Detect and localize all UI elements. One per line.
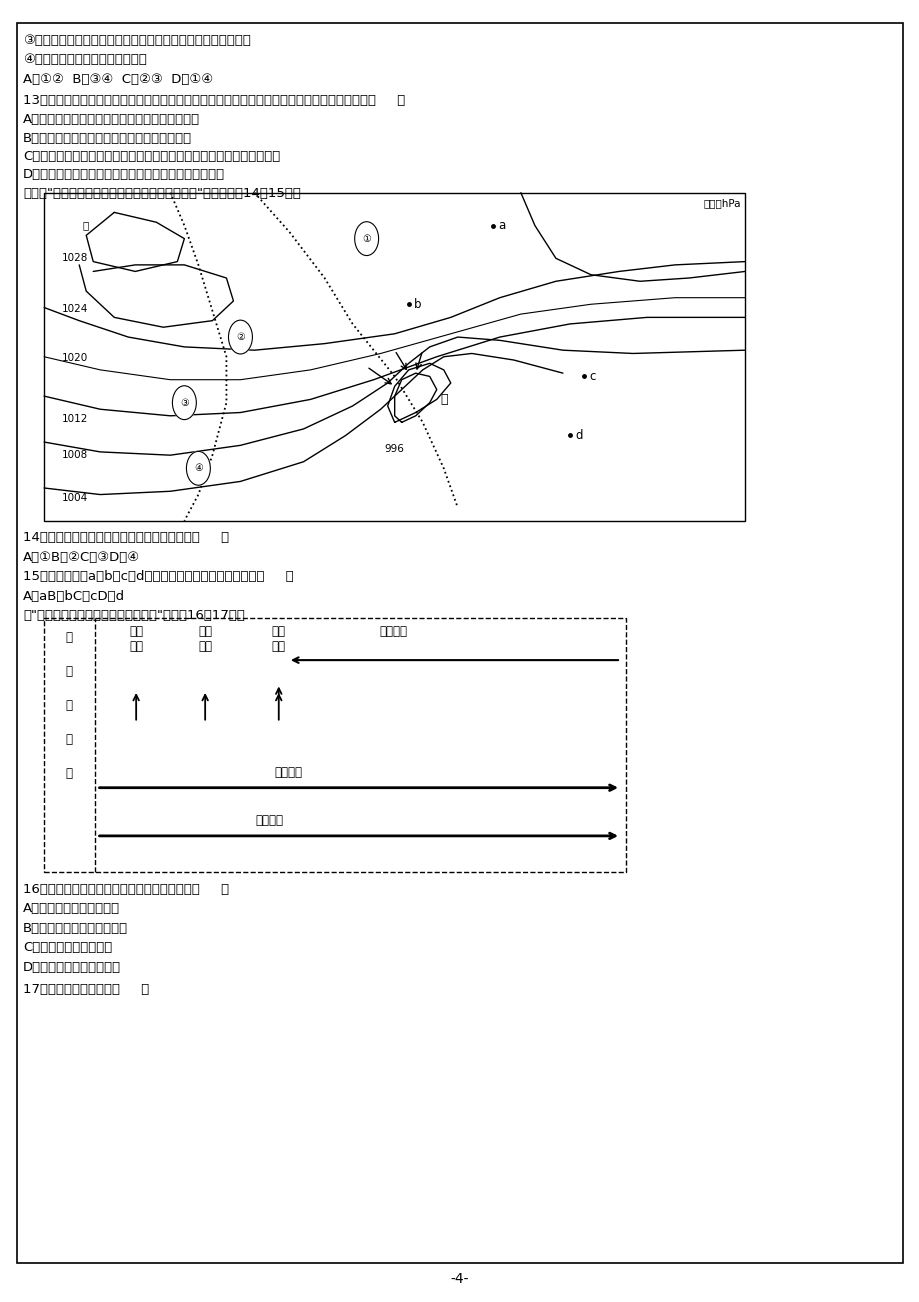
- Text: A．气温日变化及其年变化: A．气温日变化及其年变化: [23, 902, 120, 915]
- Text: 地下径流: 地下径流: [255, 814, 283, 827]
- Text: ②: ②: [236, 332, 244, 342]
- Text: 大气
降水: 大气 降水: [271, 625, 286, 654]
- Text: C．土壤类型及地形坡度: C．土壤类型及地形坡度: [23, 941, 112, 954]
- Text: 如图为"南半球某地某日海平面等压线分布示意图"，读图回答14～15题．: 如图为"南半球某地某日海平面等压线分布示意图"，读图回答14～15题．: [23, 187, 301, 201]
- Text: A．①B．②C．③D．④: A．①B．②C．③D．④: [23, 551, 140, 564]
- Text: d: d: [575, 428, 583, 441]
- Text: 1028: 1028: [62, 254, 88, 263]
- Text: A．aB．bC．cD．d: A．aB．bC．cD．d: [23, 590, 125, 603]
- Text: 1020: 1020: [62, 353, 88, 363]
- Text: 界: 界: [65, 767, 73, 780]
- Circle shape: [355, 221, 379, 255]
- Circle shape: [228, 320, 252, 354]
- Text: 乙: 乙: [439, 393, 447, 406]
- Text: B．土地开发利用状况及规模: B．土地开发利用状况及规模: [23, 922, 128, 935]
- Text: 1012: 1012: [62, 414, 88, 424]
- Text: 1008: 1008: [62, 450, 88, 460]
- Text: 边: 边: [65, 733, 73, 746]
- FancyBboxPatch shape: [17, 23, 902, 1263]
- FancyBboxPatch shape: [44, 618, 625, 872]
- Text: 水汽
蒸腾: 水汽 蒸腾: [198, 625, 212, 654]
- Text: A．①②  B．③④  C．②③  D．①④: A．①② B．③④ C．②③ D．①④: [23, 73, 213, 86]
- Text: c: c: [589, 370, 596, 383]
- Text: B．东水西调，工程措施解决了草木的浇灌水源: B．东水西调，工程措施解决了草木的浇灌水源: [23, 132, 192, 145]
- Text: 1004: 1004: [62, 493, 88, 503]
- Text: 13．利马城虽然与西部沙漠近在咫尺，但自建城以来城市就是植被茂盛，街道绿树成荫，原因是（     ）: 13．利马城虽然与西部沙漠近在咫尺，但自建城以来城市就是植被茂盛，街道绿树成荫，…: [23, 94, 404, 107]
- Text: D．地面辐射，水汽凝结由浓湿雾形成的露珠，地面湿润: D．地面辐射，水汽凝结由浓湿雾形成的露珠，地面湿润: [23, 168, 225, 181]
- Text: 996: 996: [384, 444, 404, 453]
- Text: ①: ①: [362, 233, 370, 243]
- Circle shape: [187, 452, 210, 486]
- Text: C．东南信风与沿岸冷水面接触，水汽凝结由浓湿雾形成露珠，地面湿润: C．东南信风与沿岸冷水面接触，水汽凝结由浓湿雾形成露珠，地面湿润: [23, 150, 280, 163]
- Text: 17．下列叙述正确的是（     ）: 17．下列叙述正确的是（ ）: [23, 983, 149, 996]
- Text: 单位：hPa: 单位：hPa: [702, 198, 740, 208]
- Text: A．大量开导地下水、草木生长有稳定的浇灌水源: A．大量开导地下水、草木生长有稳定的浇灌水源: [23, 113, 200, 126]
- Text: 1024: 1024: [62, 305, 88, 314]
- Text: 15．此时，图中a、b、c、d四地最有可能出现阴雨天气的是（     ）: 15．此时，图中a、b、c、d四地最有可能出现阴雨天气的是（ ）: [23, 570, 293, 583]
- Text: 水汽
蒸发: 水汽 蒸发: [129, 625, 143, 654]
- FancyBboxPatch shape: [44, 193, 744, 521]
- Text: 14．图中从甲地到乙地的气流方向，正确的是（     ）: 14．图中从甲地到乙地的气流方向，正确的是（ ）: [23, 531, 229, 544]
- Text: 流: 流: [65, 665, 73, 678]
- Text: D．降水量大小及降水强度: D．降水量大小及降水强度: [23, 961, 121, 974]
- Text: b: b: [414, 298, 421, 311]
- Text: -4-: -4-: [450, 1272, 469, 1285]
- Text: 读"江西省南部某小流域水循环示意图"，完成16～17题．: 读"江西省南部某小流域水循环示意图"，完成16～17题．: [23, 609, 244, 622]
- Text: 水汽输送: 水汽输送: [380, 625, 407, 638]
- Text: a: a: [498, 219, 505, 232]
- Text: 16．对该地区河流水文状况影响最小的因素是（     ）: 16．对该地区河流水文状况影响最小的因素是（ ）: [23, 883, 229, 896]
- Circle shape: [172, 385, 196, 419]
- Text: ③沿岸空气与寒流水面接触，形成稳定的逆温层，难以成云致雨: ③沿岸空气与寒流水面接触，形成稳定的逆温层，难以成云致雨: [23, 34, 251, 47]
- Text: 地表径流: 地表径流: [274, 766, 301, 779]
- Text: 甲: 甲: [83, 220, 89, 230]
- Text: 域: 域: [65, 699, 73, 712]
- Text: ③: ③: [180, 397, 188, 408]
- Text: ④: ④: [194, 464, 202, 474]
- Text: ④受厄尔尼诺现象影响，降水少。: ④受厄尔尼诺现象影响，降水少。: [23, 53, 147, 66]
- Text: 小: 小: [65, 631, 73, 644]
